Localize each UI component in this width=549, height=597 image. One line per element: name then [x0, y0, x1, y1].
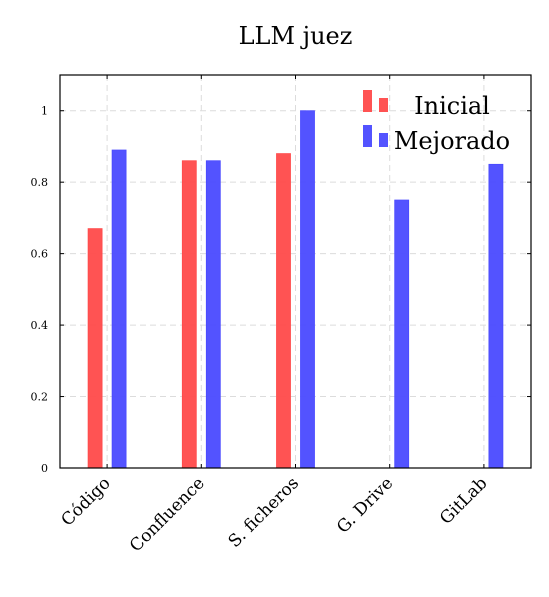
legend-label-mejorado: Mejorado [394, 127, 510, 155]
x-tick-label: G. Drive [333, 473, 397, 537]
x-tick-label: Confluence [126, 473, 209, 556]
legend-swatch-inicial [379, 98, 388, 112]
bar-mejorado-2 [300, 110, 315, 469]
chart-title: LLM juez [239, 22, 353, 50]
y-tick-label: 0.8 [31, 176, 49, 189]
bar-inicial-0 [87, 228, 103, 469]
bar-mejorado-1 [205, 160, 221, 469]
bar-inicial-1 [181, 160, 197, 469]
y-tick-label: 0.4 [31, 319, 49, 332]
legend-swatch-mejorado [363, 125, 372, 147]
y-tick-label: 0 [41, 462, 48, 475]
x-tick-label: S. ficheros [225, 473, 303, 551]
x-tick-label: GitLab [436, 473, 491, 528]
x-tick-label: Código [58, 473, 115, 530]
bar-inicial-2 [276, 153, 291, 469]
legend-swatch-mejorado [379, 133, 388, 147]
bar-mejorado-3 [394, 199, 410, 469]
y-tick-label: 0.2 [31, 391, 49, 404]
legend: Inicial Mejorado [363, 90, 510, 155]
legend-label-inicial: Inicial [414, 92, 490, 120]
bar-mejorado-0 [111, 149, 127, 469]
legend-swatch-inicial [363, 90, 372, 112]
y-tick-label: 1 [41, 105, 48, 118]
bar-mejorado-4 [488, 163, 504, 469]
y-tick-label: 0.6 [31, 248, 49, 261]
grid [60, 75, 531, 468]
